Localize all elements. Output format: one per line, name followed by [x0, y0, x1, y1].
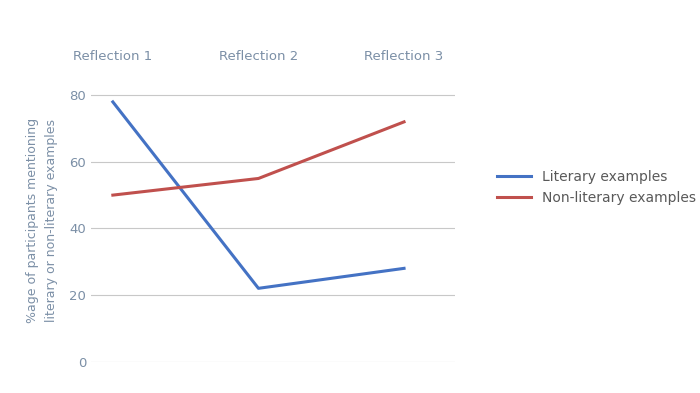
Literary examples	[400, 266, 408, 271]
Line: Literary examples: Literary examples	[113, 102, 404, 288]
Literary examples	[108, 99, 117, 104]
Text: Reflection 1: Reflection 1	[74, 50, 153, 63]
Non-literary examples	[254, 176, 262, 181]
Literary examples	[254, 286, 262, 291]
Non-literary examples	[400, 119, 408, 124]
Y-axis label: %age of participants mentioning
literary or non-literary examples: %age of participants mentioning literary…	[26, 118, 58, 323]
Line: Non-literary examples: Non-literary examples	[113, 122, 404, 195]
Legend: Literary examples, Non-literary examples: Literary examples, Non-literary examples	[491, 165, 700, 211]
Text: Reflection 2: Reflection 2	[219, 50, 298, 63]
Non-literary examples	[108, 193, 117, 197]
Text: Reflection 3: Reflection 3	[365, 50, 444, 63]
